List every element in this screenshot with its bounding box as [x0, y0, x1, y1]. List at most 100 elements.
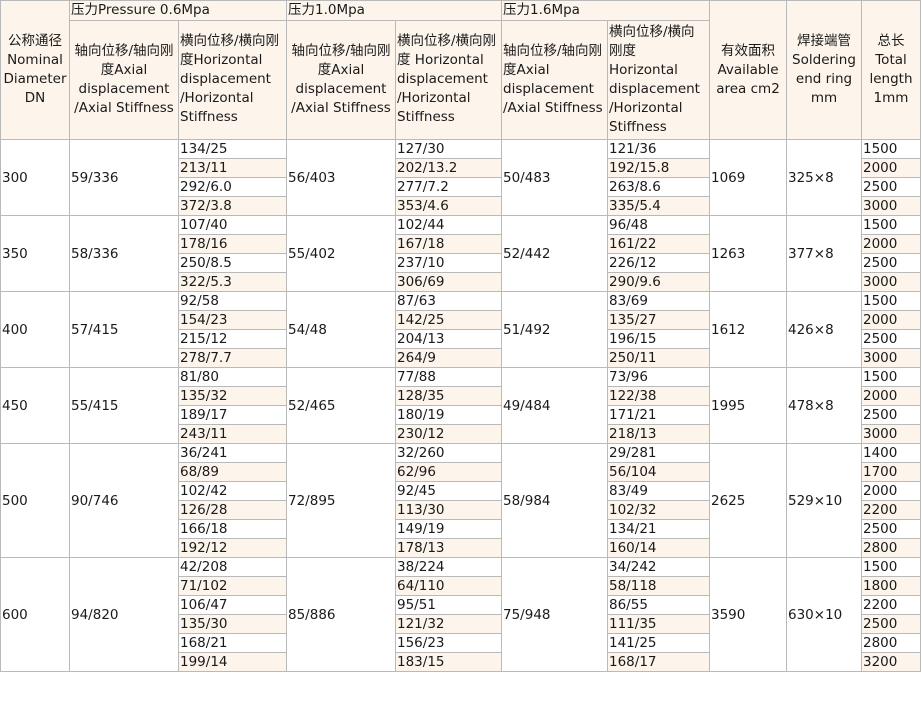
horizontal-1-0-cell: 95/51 — [395, 595, 502, 615]
horizontal-1-0-cell: 178/13 — [395, 538, 502, 558]
horizontal-1-0-cell: 113/30 — [395, 500, 502, 520]
horizontal-0-6-cell: 135/30 — [178, 614, 287, 634]
total-length-cell: 2000 — [861, 158, 921, 178]
horizontal-1-6-cell: 135/27 — [607, 310, 710, 330]
horizontal-1-6-cell: 335/5.4 — [607, 196, 710, 216]
horizontal-1-0-cell: 230/12 — [395, 424, 502, 444]
table-header: 公称通径 Nominal Diameter DN 压力Pressure 0.6M… — [0, 0, 921, 141]
header-soldering-end-ring: 焊接端管 Soldering end ring mm — [786, 0, 862, 140]
table-row: 400 57/415 92/58 54/48 87/63 51/492 83/69 1612 4… — [0, 291, 921, 368]
horizontal-0-6-cell: 372/3.8 — [178, 196, 287, 216]
table-row: 68/89 62/96 56/104 1700 — [1, 462, 921, 482]
table-row: 154/23 142/25 135/27 2000 — [1, 310, 921, 330]
horizontal-0-6-cell: 192/12 — [178, 538, 287, 558]
horizontal-1-0-cell: 183/15 — [395, 652, 502, 672]
horizontal-1-0-cell: 202/13.2 — [395, 158, 502, 178]
horizontal-0-6-cell: 243/11 — [178, 424, 287, 444]
horizontal-1-6-cell: 86/55 — [607, 595, 710, 615]
horizontal-0-6-cell: 68/89 — [178, 462, 287, 482]
soldering-end-ring-cell: 325×8 — [786, 139, 862, 216]
available-area-cell: 1995 — [709, 367, 787, 444]
horizontal-1-6-cell: 122/38 — [607, 386, 710, 406]
table-row: 71/102 64/110 58/118 1800 — [1, 576, 921, 596]
axial-1-6-cell: 58/984 — [501, 443, 608, 558]
available-area-cell: 1263 — [709, 215, 787, 292]
header-available-area: 有效面积 Available area cm2 — [709, 0, 787, 140]
table-row: 126/28 113/30 102/32 2200 — [1, 500, 921, 520]
nominal-diameter-cell: 450 — [0, 367, 70, 444]
horizontal-1-6-cell: 134/21 — [607, 519, 710, 539]
horizontal-0-6-cell: 92/58 — [178, 291, 287, 311]
table-body: 300 59/336 134/25 56/403 127/30 50/483 121/36 1… — [0, 139, 921, 672]
total-length-cell: 2200 — [861, 595, 921, 615]
horizontal-1-6-cell: 102/32 — [607, 500, 710, 520]
available-area-cell: 2625 — [709, 443, 787, 558]
table-row: 278/7.7 264/9 250/11 3000 — [1, 348, 921, 368]
axial-1-6-cell: 75/948 — [501, 557, 608, 672]
available-area-cell: 1612 — [709, 291, 787, 368]
available-area-cell: 3590 — [709, 557, 787, 672]
horizontal-0-6-cell: 36/241 — [178, 443, 287, 463]
total-length-cell: 1500 — [861, 557, 921, 577]
total-length-cell: 2800 — [861, 633, 921, 653]
horizontal-0-6-cell: 278/7.7 — [178, 348, 287, 368]
table-row: 215/12 204/13 196/15 2500 — [1, 329, 921, 349]
table-row: 189/17 180/19 171/21 2500 — [1, 405, 921, 425]
total-length-cell: 2000 — [861, 386, 921, 406]
horizontal-1-6-cell: 83/69 — [607, 291, 710, 311]
table-row: 500 90/746 36/241 72/895 32/260 58/984 29/281 2… — [0, 443, 921, 558]
table-row: 600 94/820 42/208 85/886 38/224 75/948 34/242 3… — [0, 557, 921, 672]
table-row: 372/3.8 353/4.6 335/5.4 3000 — [1, 196, 921, 216]
header-axial-1-6: 轴向位移/轴向刚度Axial displacement /Axial Stiff… — [501, 19, 608, 141]
horizontal-1-6-cell: 168/17 — [607, 652, 710, 672]
nominal-diameter-cell: 500 — [0, 443, 70, 558]
axial-0-6-cell: 59/336 — [69, 139, 179, 216]
horizontal-0-6-cell: 250/8.5 — [178, 253, 287, 273]
horizontal-0-6-cell: 189/17 — [178, 405, 287, 425]
total-length-cell: 1800 — [861, 576, 921, 596]
header-nominal-diameter: 公称通径 Nominal Diameter DN — [0, 0, 70, 140]
horizontal-0-6-cell: 215/12 — [178, 329, 287, 349]
nominal-diameter-cell: 600 — [0, 557, 70, 672]
soldering-end-ring-cell: 426×8 — [786, 291, 862, 368]
horizontal-0-6-cell: 166/18 — [178, 519, 287, 539]
horizontal-1-0-cell: 87/63 — [395, 291, 502, 311]
horizontal-1-6-cell: 73/96 — [607, 367, 710, 387]
table-row: 350 58/336 107/40 55/402 102/44 52/442 96/48 12… — [0, 215, 921, 292]
horizontal-1-6-cell: 161/22 — [607, 234, 710, 254]
soldering-end-ring-cell: 377×8 — [786, 215, 862, 292]
total-length-cell: 2800 — [861, 538, 921, 558]
horizontal-1-0-cell: 149/19 — [395, 519, 502, 539]
total-length-cell: 3000 — [861, 196, 921, 216]
horizontal-1-0-cell: 156/23 — [395, 633, 502, 653]
axial-0-6-cell: 94/820 — [69, 557, 179, 672]
horizontal-1-6-cell: 56/104 — [607, 462, 710, 482]
total-length-cell: 2200 — [861, 500, 921, 520]
table-row: 135/30 121/32 111/35 2500 — [1, 614, 921, 634]
total-length-cell: 1500 — [861, 215, 921, 235]
horizontal-0-6-cell: 213/11 — [178, 158, 287, 178]
header-horizontal-1-0: 横向位移/横向刚度 Horizontal displacement /Horiz… — [395, 19, 502, 141]
total-length-cell: 2500 — [861, 519, 921, 539]
horizontal-1-0-cell: 62/96 — [395, 462, 502, 482]
horizontal-1-0-cell: 127/30 — [395, 139, 502, 159]
available-area-cell: 1069 — [709, 139, 787, 216]
table-row: 192/12 178/13 160/14 2800 — [1, 538, 921, 558]
table-row: 250/8.5 237/10 226/12 2500 — [1, 253, 921, 273]
table-row: 199/14 183/15 168/17 3200 — [1, 652, 921, 672]
header-horizontal-0-6: 横向位移/横向刚度Horizontal displacement /Horizo… — [178, 19, 287, 141]
header-total-length: 总长 Total length 1mm — [861, 0, 921, 140]
expansion-joint-spec-table: 公称通径 Nominal Diameter DN 压力Pressure 0.6M… — [0, 0, 921, 672]
table-row: 106/47 95/51 86/55 2200 — [1, 595, 921, 615]
table-row: 450 55/415 81/80 52/465 77/88 49/484 73/96 1995… — [0, 367, 921, 444]
horizontal-0-6-cell: 178/16 — [178, 234, 287, 254]
soldering-end-ring-cell: 478×8 — [786, 367, 862, 444]
total-length-cell: 1500 — [861, 291, 921, 311]
axial-1-0-cell: 56/403 — [286, 139, 396, 216]
header-pressure-1-6: 压力1.6Mpa — [501, 0, 710, 21]
horizontal-1-6-cell: 226/12 — [607, 253, 710, 273]
total-length-cell: 2500 — [861, 405, 921, 425]
table-row: 292/6.0 277/7.2 263/8.6 2500 — [1, 177, 921, 197]
total-length-cell: 2500 — [861, 614, 921, 634]
axial-0-6-cell: 90/746 — [69, 443, 179, 558]
